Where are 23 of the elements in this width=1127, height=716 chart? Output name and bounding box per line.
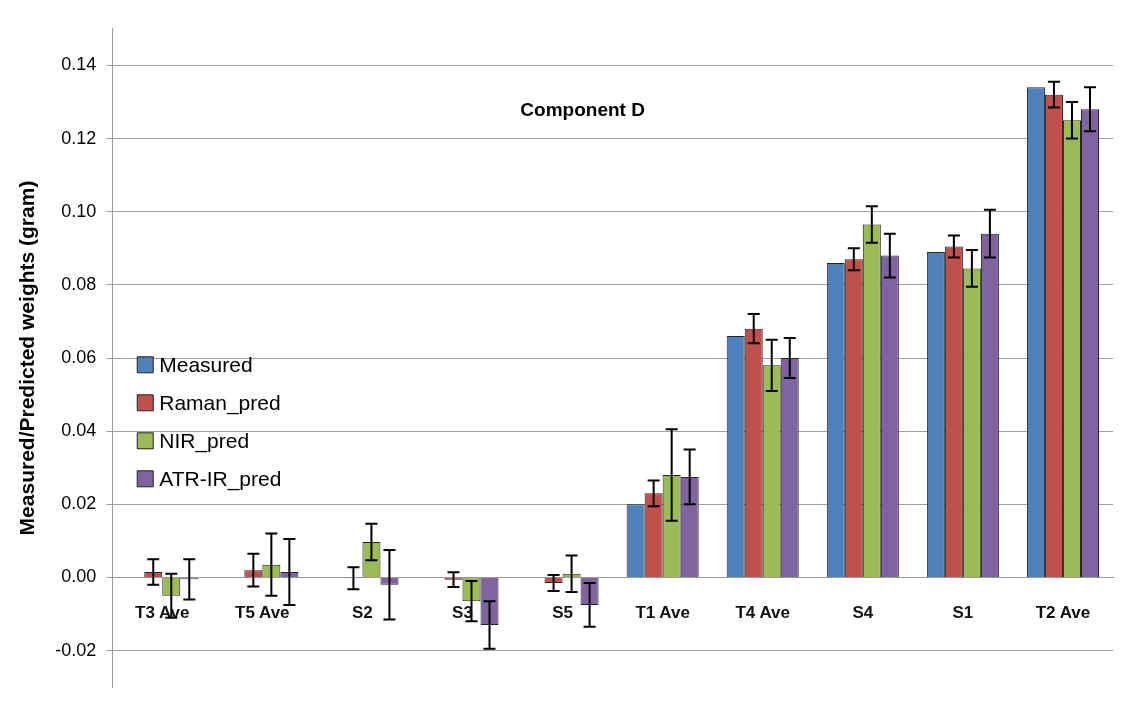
x-tick-label: T5 Ave — [235, 603, 290, 623]
x-tick-label: T4 Ave — [735, 603, 790, 623]
x-tick-label: S4 — [852, 603, 874, 623]
y-tick-label: 0.02 — [61, 493, 97, 514]
x-tick-label: T1 Ave — [635, 603, 690, 623]
legend-label: ATR-IR_pred — [159, 466, 282, 491]
x-tick-label: S1 — [952, 603, 974, 623]
x-tick-label: T2 Ave — [1035, 603, 1091, 623]
legend-label: Raman_pred — [159, 390, 281, 415]
y-tick-label: 0.08 — [61, 273, 97, 294]
legend-label: Measured — [159, 352, 253, 376]
y-tick-label: -0.02 — [55, 639, 97, 660]
y-tick-label: 0.06 — [61, 346, 97, 367]
y-tick-label: 0.14 — [61, 54, 97, 75]
y-axis-title: Measured/Predicted weights (gram) — [15, 180, 39, 536]
legend-label: NIR_pred — [159, 428, 250, 453]
x-tick-label: S5 — [552, 603, 573, 623]
y-tick-label: 0.00 — [61, 566, 97, 587]
y-tick-label: 0.04 — [61, 420, 97, 441]
y-tick-label: 0.12 — [61, 127, 97, 148]
y-tick-label: 0.10 — [61, 200, 97, 221]
text: Component D — [520, 99, 645, 121]
x-tick-label: S2 — [352, 603, 373, 623]
